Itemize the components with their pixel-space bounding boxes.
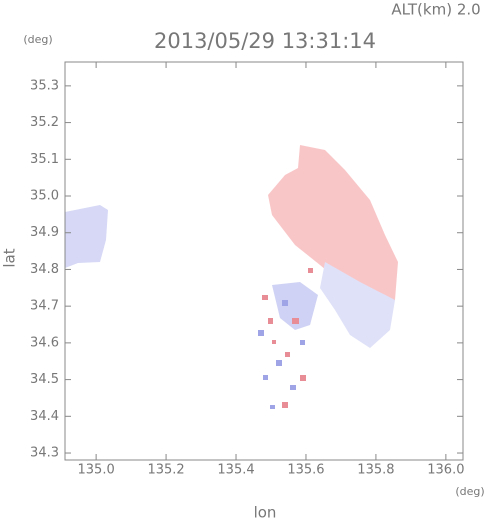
echo-cells bbox=[262, 268, 313, 408]
echo-region bbox=[268, 145, 398, 305]
echo-region bbox=[65, 205, 108, 268]
x-tick-label: 135.8 bbox=[357, 463, 394, 478]
x-unit: (deg) bbox=[455, 485, 484, 498]
x-axis-label: lon bbox=[254, 504, 277, 521]
x-tick-label: 135.0 bbox=[78, 463, 115, 478]
y-tick-label: 35.0 bbox=[30, 189, 59, 204]
y-axis-label: lat bbox=[1, 248, 19, 267]
echo-region bbox=[272, 282, 318, 330]
y-tick-label: 34.6 bbox=[30, 335, 59, 350]
y-tick-label: 35.1 bbox=[30, 152, 59, 167]
y-tick-label: 34.4 bbox=[30, 409, 59, 424]
echo-region bbox=[320, 262, 395, 348]
altitude-label: ALT(km) 2.0 bbox=[391, 1, 480, 19]
echo-cells bbox=[258, 300, 305, 409]
y-tick-label: 34.8 bbox=[30, 262, 59, 277]
x-tick-label: 135.6 bbox=[287, 463, 324, 478]
y-tick-label: 34.9 bbox=[30, 225, 59, 240]
echo-field bbox=[65, 145, 398, 409]
x-tick-label: 135.2 bbox=[147, 463, 184, 478]
y-tick-label: 34.7 bbox=[30, 299, 59, 314]
y-unit: (deg) bbox=[23, 33, 52, 46]
plot-frame bbox=[64, 61, 464, 461]
x-tick-label: 135.4 bbox=[217, 463, 254, 478]
y-tick-label: 35.3 bbox=[30, 78, 59, 93]
y-tick-label: 34.3 bbox=[30, 446, 59, 461]
chart-title: 2013/05/29 13:31:14 bbox=[154, 29, 376, 53]
x-tick-label: 136.0 bbox=[427, 463, 464, 478]
y-tick-label: 35.2 bbox=[30, 115, 59, 130]
y-tick-label: 34.5 bbox=[30, 372, 59, 387]
